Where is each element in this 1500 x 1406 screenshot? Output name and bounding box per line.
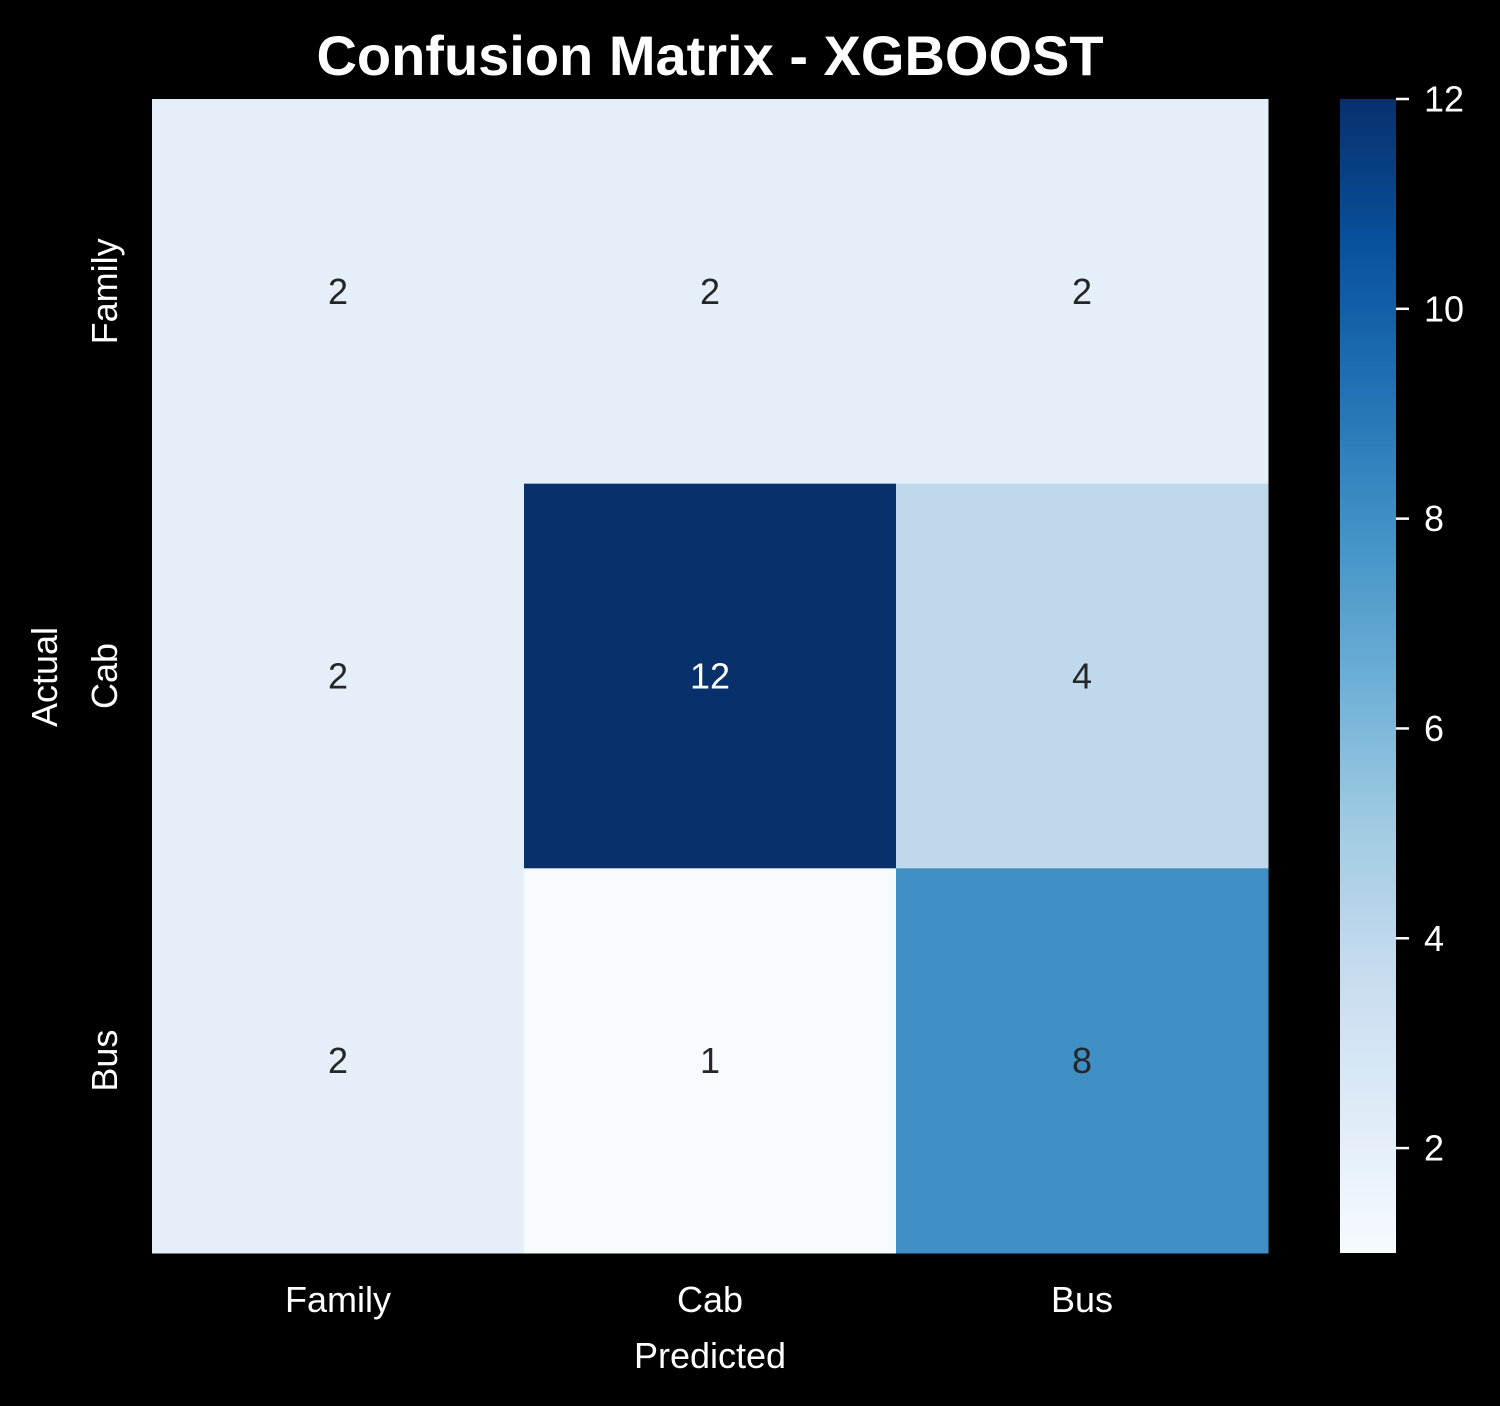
- x-tick-label: Cab: [677, 1279, 743, 1320]
- colorbar-gradient: [1340, 99, 1396, 1253]
- heatmap-cell: [152, 99, 525, 485]
- heatmap-cell: [896, 868, 1269, 1254]
- heatmap-cell-value: 2: [328, 656, 348, 697]
- colorbar-tick-label: 6: [1424, 708, 1444, 749]
- heatmap-cell-value: 1: [700, 1040, 720, 1081]
- heatmap-cell-value: 12: [690, 656, 730, 697]
- colorbar-tick-label: 10: [1424, 288, 1464, 329]
- colorbar-tick-label: 12: [1424, 79, 1464, 120]
- heatmap-cell-value: 2: [328, 271, 348, 312]
- heatmap-cell: [152, 868, 525, 1254]
- heatmap-cell: [524, 868, 897, 1254]
- x-tick-label: Bus: [1051, 1279, 1113, 1320]
- colorbar-tick-label: 2: [1424, 1128, 1444, 1169]
- heatmap-cell-value: 4: [1072, 656, 1092, 697]
- heatmap-cell-value: 2: [328, 1040, 348, 1081]
- x-axis-tick-labels: Family Cab Bus: [285, 1279, 1113, 1320]
- y-axis-label: Actual: [24, 627, 65, 727]
- colorbar-ticks: 2 4 6 8 10 12: [1396, 79, 1464, 1169]
- y-tick-label: Bus: [84, 1030, 125, 1092]
- y-tick-label: Cab: [84, 643, 125, 709]
- heatmap-cell-labels: 2 2 2 2 12 4 2 1 8: [328, 271, 1092, 1081]
- heatmap-cells: [152, 99, 1269, 1254]
- colorbar: 2 4 6 8 10 12: [1340, 79, 1464, 1253]
- y-axis-tick-labels: Family Cab Bus: [84, 238, 125, 1091]
- heatmap-cell-value: 8: [1072, 1040, 1092, 1081]
- heatmap-cell: [524, 483, 897, 869]
- heatmap-cell: [896, 99, 1269, 485]
- y-tick-label: Family: [84, 238, 125, 344]
- chart-title: Confusion Matrix - XGBOOST: [316, 24, 1103, 87]
- heatmap-cell: [524, 99, 897, 485]
- heatmap-cell-value: 2: [700, 271, 720, 312]
- colorbar-tick-label: 8: [1424, 498, 1444, 539]
- heatmap-cell: [152, 483, 525, 869]
- x-axis-label: Predicted: [634, 1335, 786, 1376]
- x-tick-label: Family: [285, 1279, 391, 1320]
- colorbar-tick-label: 4: [1424, 918, 1444, 959]
- heatmap-cell-value: 2: [1072, 271, 1092, 312]
- heatmap-cell: [896, 483, 1269, 869]
